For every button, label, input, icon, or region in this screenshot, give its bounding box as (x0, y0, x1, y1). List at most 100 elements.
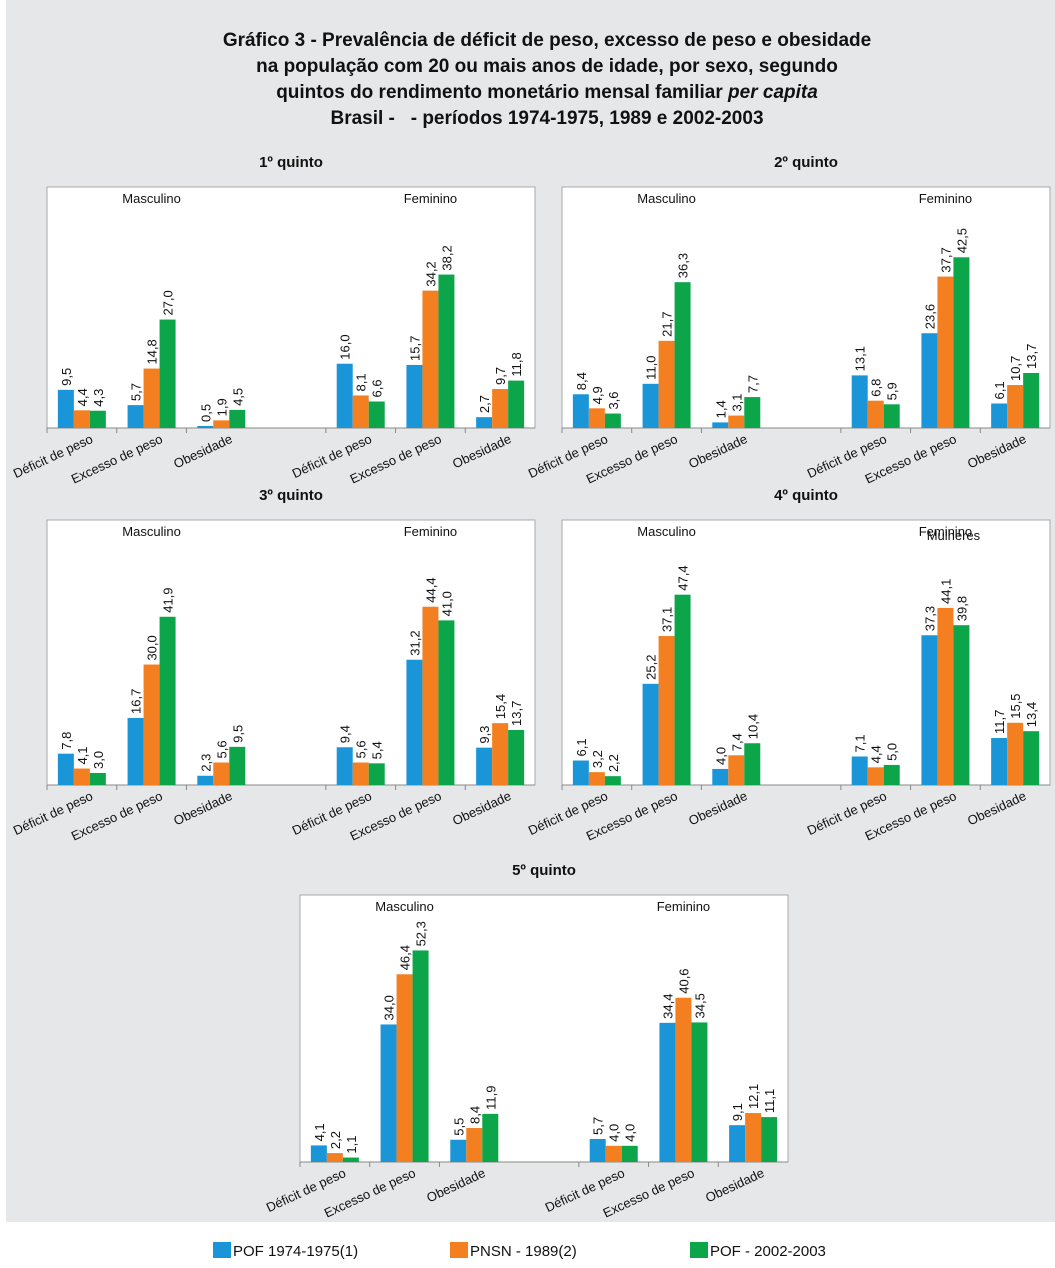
value-label: 6,1 (992, 381, 1007, 399)
bar (745, 1113, 762, 1162)
bar (406, 659, 423, 785)
value-label: 41,9 (161, 587, 176, 612)
bar (406, 364, 423, 428)
value-label: 15,4 (493, 694, 508, 719)
value-label: 4,4 (75, 388, 90, 406)
bar (159, 616, 176, 785)
value-label: 8,4 (574, 372, 589, 390)
bar (589, 1138, 606, 1162)
value-label: 9,1 (730, 1103, 745, 1121)
bar (352, 395, 369, 428)
bar (508, 729, 525, 785)
value-label: 10,7 (1008, 356, 1023, 381)
value-label: 34,0 (382, 995, 397, 1020)
bar (336, 363, 353, 428)
bar (422, 290, 439, 428)
bar (213, 420, 230, 428)
bar (73, 410, 90, 428)
bar (326, 1153, 343, 1162)
bar (691, 1022, 708, 1162)
value-label: 3,6 (606, 391, 621, 409)
bar (476, 747, 493, 785)
bar (867, 767, 884, 785)
legend-swatch (213, 1242, 231, 1258)
value-label: 10,4 (745, 714, 760, 739)
group-label: Feminino (404, 191, 457, 206)
bar (937, 607, 954, 785)
bar (604, 413, 621, 428)
chart-title: na população com 20 ou mais anos de idad… (256, 56, 838, 77)
value-label: 31,2 (407, 630, 422, 655)
chart-title: Gráfico 3 - Prevalência de déficit de pe… (223, 30, 871, 51)
value-label: 5,9 (885, 382, 900, 400)
plot-area (561, 519, 1051, 786)
bar (368, 401, 385, 428)
bar (1007, 722, 1024, 785)
bar (921, 333, 938, 428)
chart-title: Brasil - - períodos 1974-1975, 1989 e 20… (330, 108, 763, 129)
bar (605, 1145, 622, 1162)
bar (921, 635, 938, 785)
value-label: 4,3 (91, 389, 106, 407)
value-label: 40,6 (676, 968, 691, 993)
value-label: 5,0 (885, 743, 900, 761)
title-line: quintos do rendimento monetário mensal f… (276, 82, 728, 103)
bar (991, 403, 1008, 428)
value-label: 4,1 (312, 1123, 327, 1141)
value-label: 7,1 (853, 734, 868, 752)
value-label: 7,8 (59, 732, 74, 750)
group-label: Feminino (657, 899, 710, 914)
value-label: 34,5 (692, 993, 707, 1018)
value-label: 14,8 (145, 339, 160, 364)
value-label: 3,2 (590, 750, 605, 768)
value-label: 6,8 (869, 379, 884, 397)
panel-title: 5º quinto (512, 862, 576, 879)
value-label: 47,4 (676, 565, 691, 590)
bar (621, 1145, 638, 1162)
value-label: 1,9 (214, 398, 229, 416)
group-label: Feminino (919, 524, 972, 539)
group-label: Feminino (404, 524, 457, 539)
bar (1023, 731, 1040, 785)
bar (492, 389, 509, 428)
value-label: 1,4 (713, 400, 728, 418)
value-label: 5,7 (129, 383, 144, 401)
bar (229, 409, 246, 428)
value-label: 2,2 (328, 1131, 343, 1149)
bar (744, 397, 761, 428)
value-label: 52,3 (414, 921, 429, 946)
bar (482, 1113, 499, 1162)
bar (883, 764, 900, 785)
group-label: Masculino (637, 524, 696, 539)
value-label: 8,1 (354, 373, 369, 391)
value-label: 9,5 (230, 725, 245, 743)
bar (1007, 385, 1024, 428)
value-label: 4,0 (623, 1124, 638, 1142)
value-label: 11,1 (762, 1089, 777, 1113)
bar (674, 282, 691, 428)
legend-swatch (450, 1242, 468, 1258)
legend-swatch (690, 1242, 708, 1258)
bar (572, 394, 589, 428)
value-label: 5,4 (370, 741, 385, 759)
bar (380, 1024, 397, 1162)
value-label: 27,0 (161, 290, 176, 315)
value-label: 34,2 (423, 261, 438, 286)
value-label: 4,1 (75, 746, 90, 764)
value-label: 11,7 (992, 710, 1007, 734)
bar (476, 417, 493, 428)
value-label: 5,6 (214, 740, 229, 758)
bar (127, 717, 144, 785)
value-label: 13,1 (853, 346, 868, 371)
bar (159, 319, 176, 428)
bar (744, 743, 761, 785)
value-label: 6,1 (574, 738, 589, 756)
value-label: 0,5 (198, 404, 213, 422)
bar (73, 768, 90, 785)
bar (851, 375, 868, 428)
bar (342, 1157, 359, 1162)
bar (712, 768, 729, 785)
group-label: Masculino (122, 191, 181, 206)
value-label: 9,3 (477, 726, 492, 744)
bar (89, 772, 106, 785)
